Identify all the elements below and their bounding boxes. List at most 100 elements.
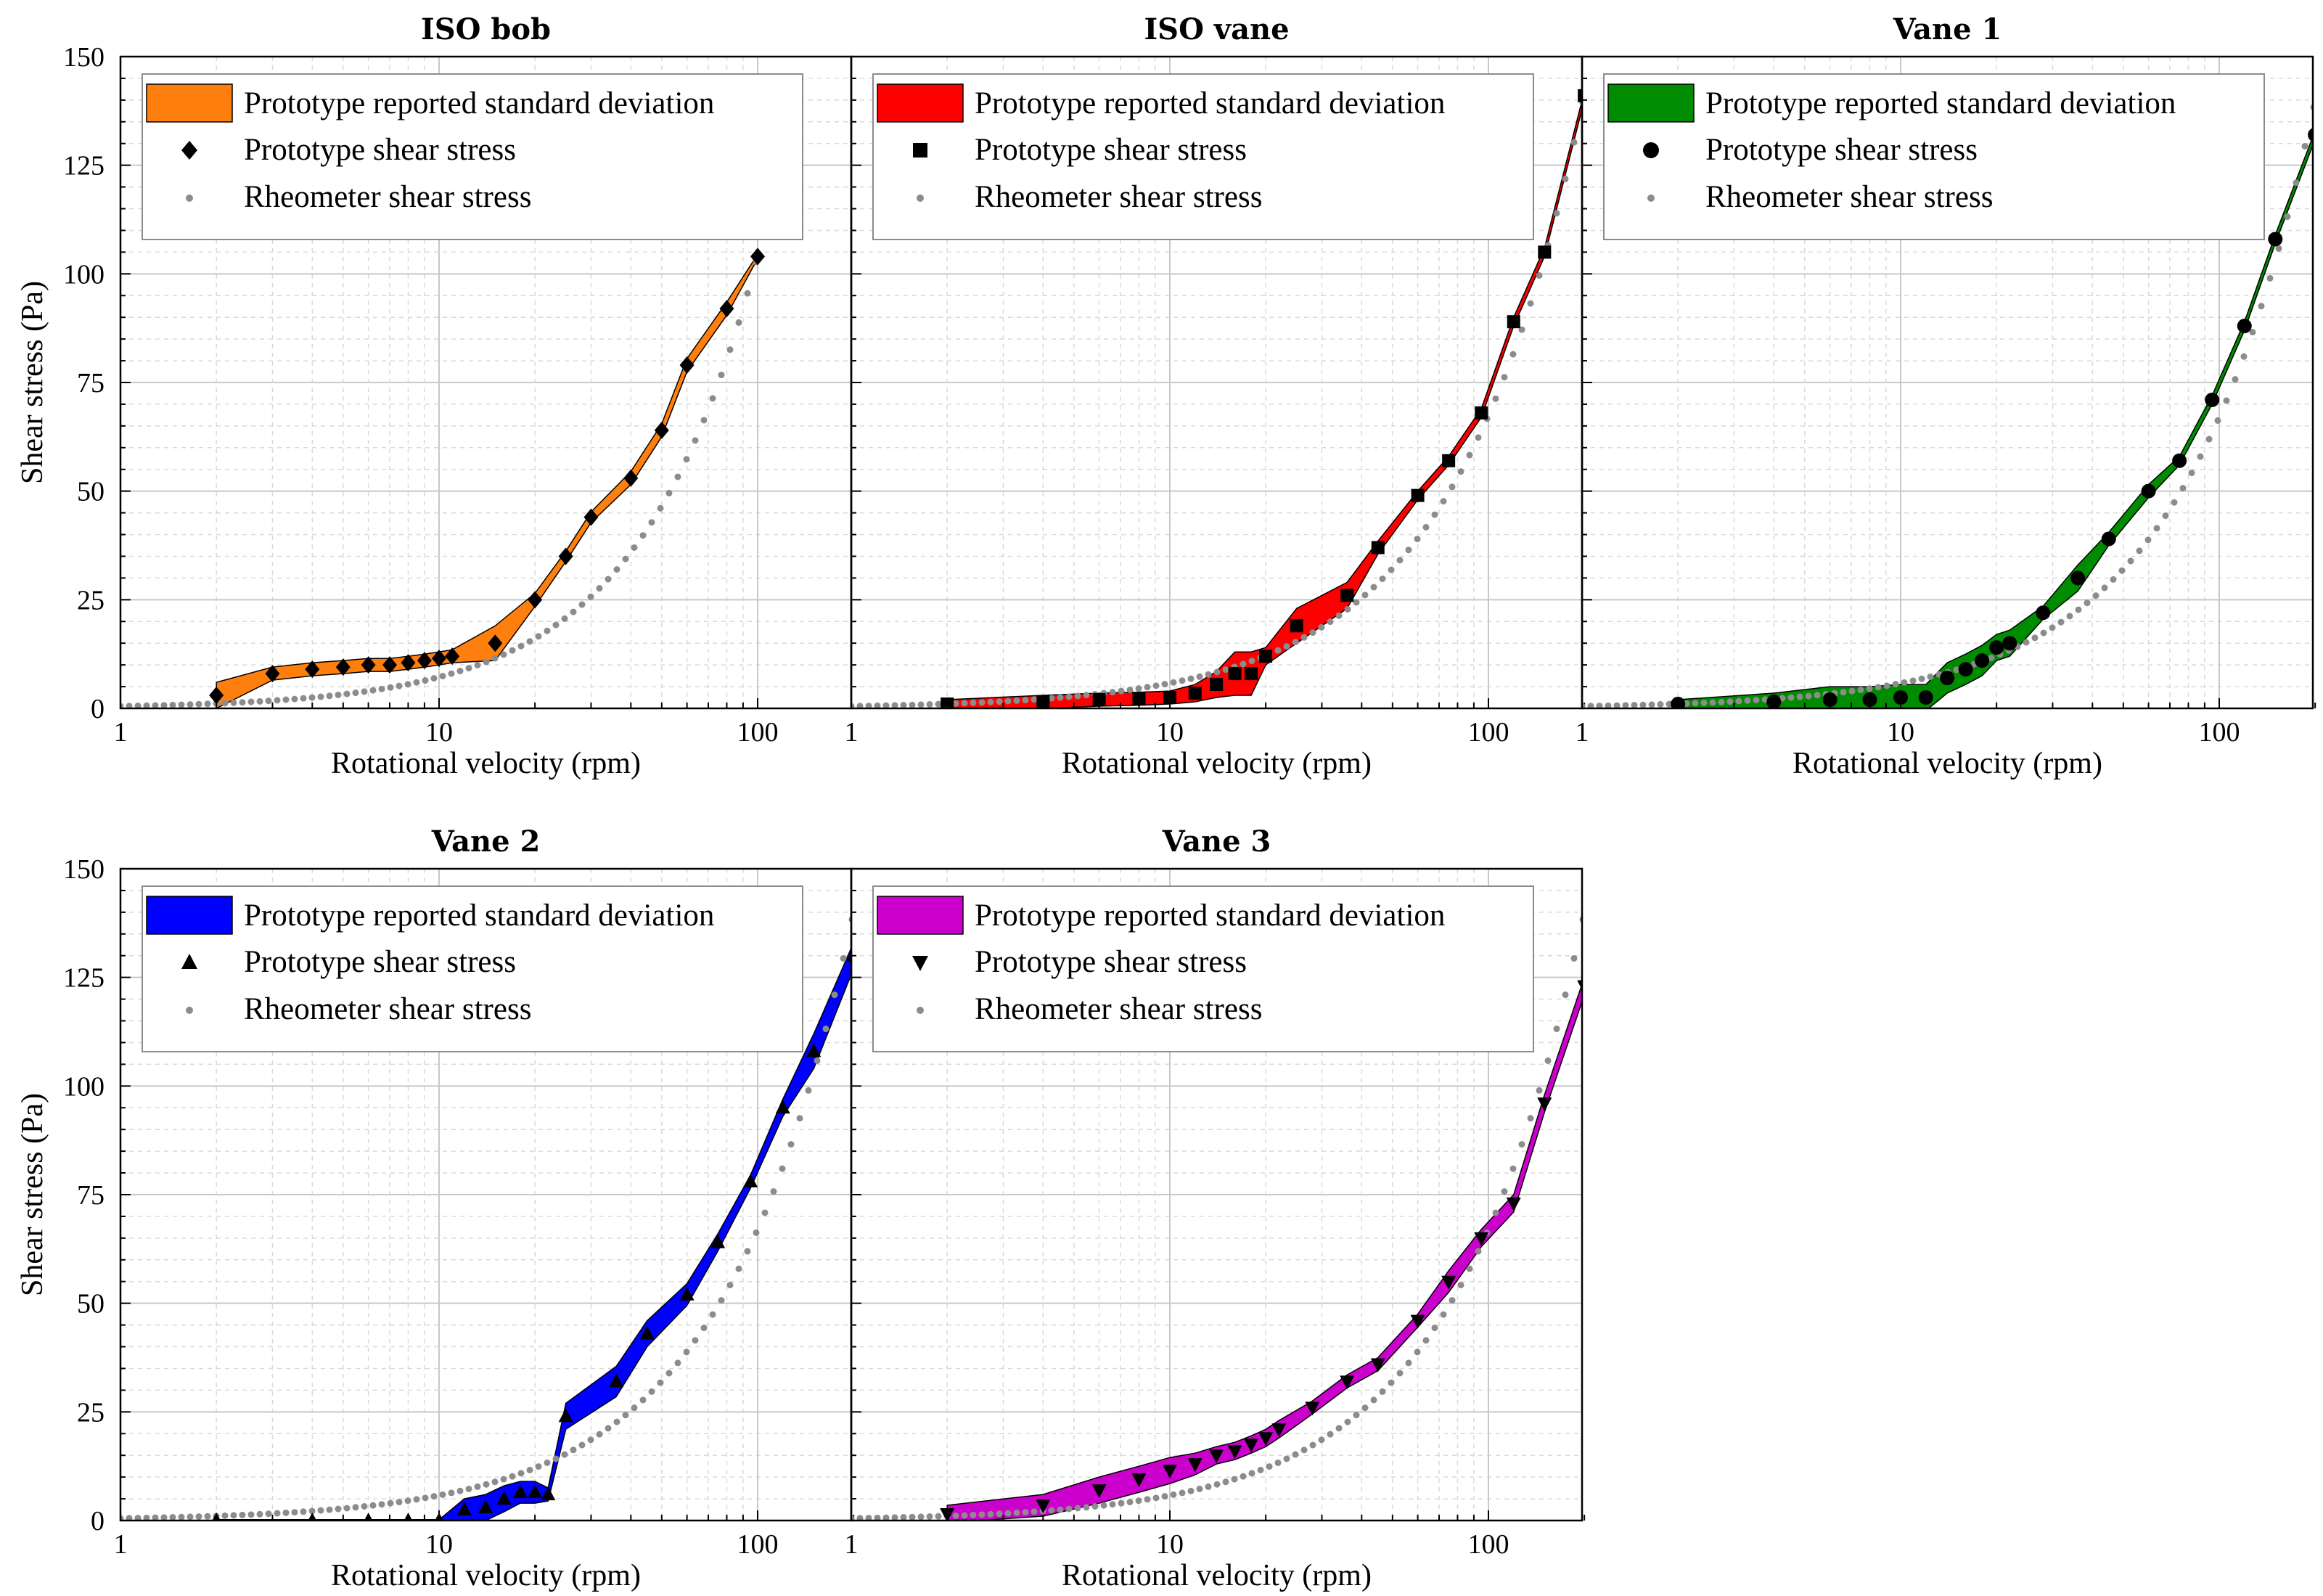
rheometer-point (404, 1497, 411, 1505)
rheometer-point (1814, 692, 1821, 699)
prototype-point (513, 1484, 528, 1499)
prototype-series (941, 89, 1582, 708)
rheometer-point (917, 1513, 925, 1521)
rheometer-point (2066, 613, 2073, 620)
rheometer-point (909, 1513, 916, 1521)
legend-box (872, 885, 1534, 1052)
rheometer-series (120, 258, 760, 708)
rheometer-point (917, 701, 925, 708)
prototype-point (912, 956, 928, 971)
prototype-point (1210, 678, 1224, 692)
rheometer-point (1431, 1325, 1438, 1332)
rheometer-point (1744, 697, 1751, 704)
rheometer-point (1144, 1496, 1151, 1503)
rheometer-point (300, 695, 307, 702)
rheometer-point (856, 703, 864, 708)
panel-title: Vane 1 (1893, 12, 2002, 46)
rheometer-point (1361, 592, 1369, 599)
rheometer-point (1187, 1487, 1195, 1494)
rheometer-point (1700, 699, 1708, 706)
rheometer-point (335, 691, 342, 698)
rheometer-point (256, 697, 263, 705)
prototype-point (488, 634, 503, 652)
x-axis: 1 10 100 Rotational velocity (rpm) (114, 698, 779, 780)
x-tick-label: 10 (425, 717, 453, 748)
legend: Prototype reported standard deviation Pro… (872, 885, 1534, 1052)
prototype-point (583, 508, 599, 526)
rheometer-point (1240, 660, 1247, 668)
prototype-point (1474, 1232, 1489, 1246)
rheometer-point (1126, 1499, 1134, 1506)
prototype-point (401, 654, 416, 672)
rheometer-point (195, 700, 202, 708)
prototype-point (1305, 1401, 1320, 1416)
rheometer-point (1631, 702, 1638, 708)
rheometer-point (1370, 584, 1377, 591)
rheometer-point (1875, 684, 1882, 691)
rheometer-point (1318, 623, 1325, 631)
data-layer (851, 916, 1582, 1521)
prototype-point (445, 647, 460, 666)
prototype-point (1340, 589, 1354, 602)
rheometer-point (544, 627, 551, 634)
rheometer-point (1118, 1499, 1125, 1507)
rheometer-point (1196, 1485, 1203, 1492)
rheometer-point (2127, 557, 2134, 565)
prototype-point (654, 421, 669, 439)
rheometer-point (456, 1487, 464, 1494)
rheometer-point (1692, 700, 1699, 707)
rheometer-point (1892, 681, 1899, 688)
rheometer-point (683, 1349, 690, 1356)
rheometer-point (413, 1496, 420, 1503)
rheometer-point (1004, 1510, 1012, 1517)
rheometer-point (1065, 1505, 1073, 1513)
rheometer-point (613, 566, 620, 573)
rheometer-point (1109, 1501, 1116, 1508)
rheometer-point (692, 437, 699, 444)
rheometer-point (683, 456, 690, 463)
rheometer-point (1266, 1463, 1273, 1470)
rheometer-point (1109, 689, 1116, 696)
rheometer-point (882, 1514, 890, 1521)
y-axis: 0 25 50 75 100 125 150 Shear stress (Pa) (16, 854, 131, 1536)
rheometer-point (1553, 210, 1560, 217)
rheometer-point (1596, 703, 1603, 708)
prototype-point (265, 665, 280, 683)
prototype-point (1862, 692, 1877, 708)
rheometer-point (1274, 1459, 1282, 1466)
prototype-point (1918, 690, 1933, 705)
prototype-point (181, 141, 197, 160)
rheometer-point (1536, 1086, 1543, 1094)
rheometer-point (1466, 1265, 1473, 1272)
prototype-point (558, 547, 573, 565)
rheometer-point (692, 1337, 699, 1344)
rheometer-point (2284, 213, 2291, 221)
prototype-point (623, 469, 639, 487)
rheometer-point (978, 699, 986, 706)
prototype-point (2268, 232, 2283, 247)
rheometer-point (1205, 1483, 1212, 1490)
rheometer-point (1422, 523, 1430, 531)
prototype-point (1643, 142, 1659, 158)
legend-rheometer-marker (917, 1007, 924, 1014)
rheometer-point (387, 1499, 394, 1507)
rheometer-point (265, 697, 272, 705)
rheometer-point (1170, 679, 1177, 686)
rheometer-point (735, 319, 742, 326)
prototype-point (1091, 1484, 1107, 1499)
rheometer-point (1057, 1506, 1064, 1513)
rheometer-point (195, 1513, 202, 1521)
rheometer-point (840, 954, 847, 962)
prototype-point (1245, 667, 1258, 681)
rheometer-point (718, 1297, 725, 1304)
rheometer-point (396, 682, 403, 689)
rheometer-point (1431, 511, 1438, 518)
prototype-point (609, 1373, 624, 1388)
panel-0: 1 10 100 Rotational velocity (rpm) 0 25 50 75 10… (16, 12, 853, 780)
rheometer-point (326, 692, 333, 700)
prototype-point (679, 356, 695, 375)
rheometer-point (1022, 697, 1029, 704)
rheometer-point (160, 702, 168, 708)
rheometer-point (1240, 1473, 1247, 1480)
rheometer-point (1300, 1446, 1308, 1454)
